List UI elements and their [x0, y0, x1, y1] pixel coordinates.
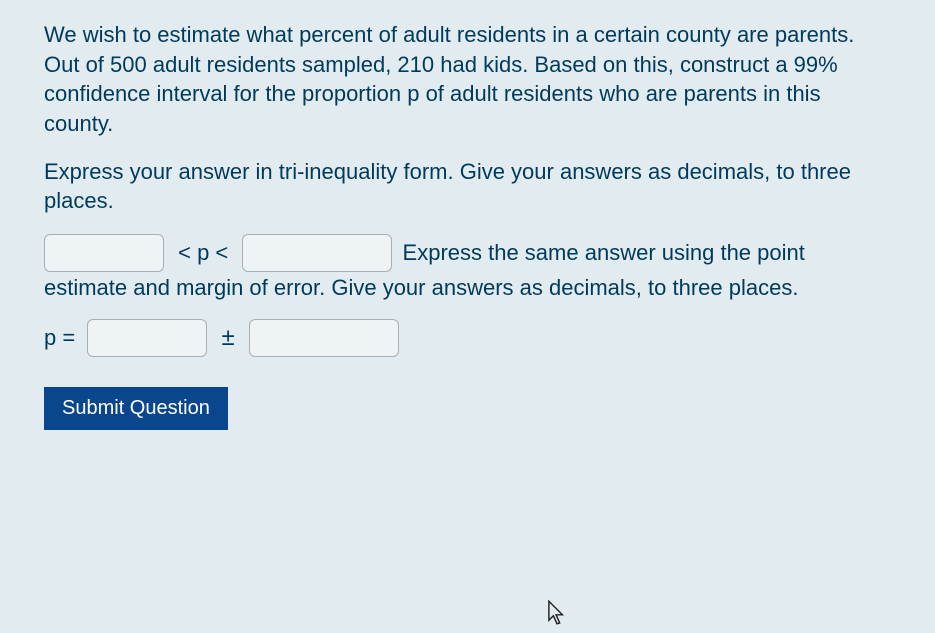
margin-error-field[interactable] — [250, 320, 398, 356]
lt-p-lt-text: < p < — [178, 240, 228, 265]
problem-text: We wish to estimate what percent of adul… — [44, 22, 854, 136]
plus-minus-symbol: ± — [221, 322, 234, 354]
instruction-1: Express your answer in tri-inequality fo… — [44, 157, 891, 216]
cursor-icon — [548, 600, 566, 626]
upper-bound-input[interactable] — [242, 234, 392, 272]
point-estimate-row: p = ± — [44, 319, 891, 357]
instruction-1-text: Express your answer in tri-inequality fo… — [44, 159, 851, 214]
tri-inequality-row: < p < Express the same answer using the … — [44, 234, 891, 303]
problem-statement: We wish to estimate what percent of adul… — [44, 20, 891, 139]
upper-bound-field[interactable] — [243, 235, 391, 271]
lower-bound-input[interactable] — [44, 234, 164, 272]
p-eq-text: p = — [44, 325, 75, 350]
submit-button[interactable]: Submit Question — [44, 387, 228, 430]
point-estimate-input[interactable] — [87, 319, 207, 357]
point-estimate-field[interactable] — [88, 320, 206, 356]
margin-error-input[interactable] — [249, 319, 399, 357]
lower-bound-field[interactable] — [45, 235, 163, 271]
submit-button-label: Submit Question — [62, 397, 210, 419]
